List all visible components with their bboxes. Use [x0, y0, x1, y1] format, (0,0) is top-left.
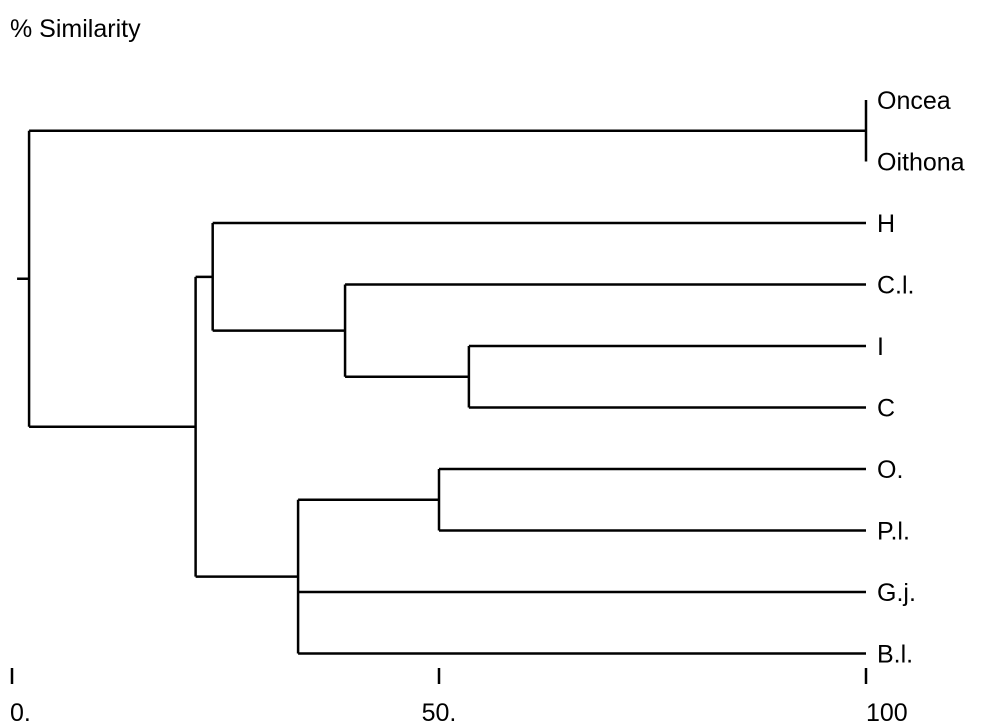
x-tick-label: 100 — [866, 699, 908, 725]
leaf-label: Oncea — [877, 87, 951, 115]
leaf-label: B.l. — [877, 641, 913, 669]
leaf-label: C — [877, 395, 895, 423]
x-tick-label: 0. — [10, 699, 31, 725]
leaf-label: P.l. — [877, 518, 910, 546]
x-axis: 0. 50. 100 — [10, 668, 908, 725]
leaf-label: O. — [877, 456, 903, 484]
leaf-label: C.l. — [877, 272, 915, 300]
leaf-label: H — [877, 210, 895, 238]
x-tick-label: 50. — [422, 699, 457, 725]
leaf-label: Oithona — [877, 149, 965, 177]
leaf-labels: Oncea Oithona H C.l. I C O. P.l. G.j. B.l. — [877, 87, 965, 669]
chart-title: % Similarity — [10, 15, 141, 43]
leaf-label: I — [877, 333, 884, 361]
dendrogram-tree — [17, 100, 868, 655]
leaf-label: G.j. — [877, 579, 916, 607]
